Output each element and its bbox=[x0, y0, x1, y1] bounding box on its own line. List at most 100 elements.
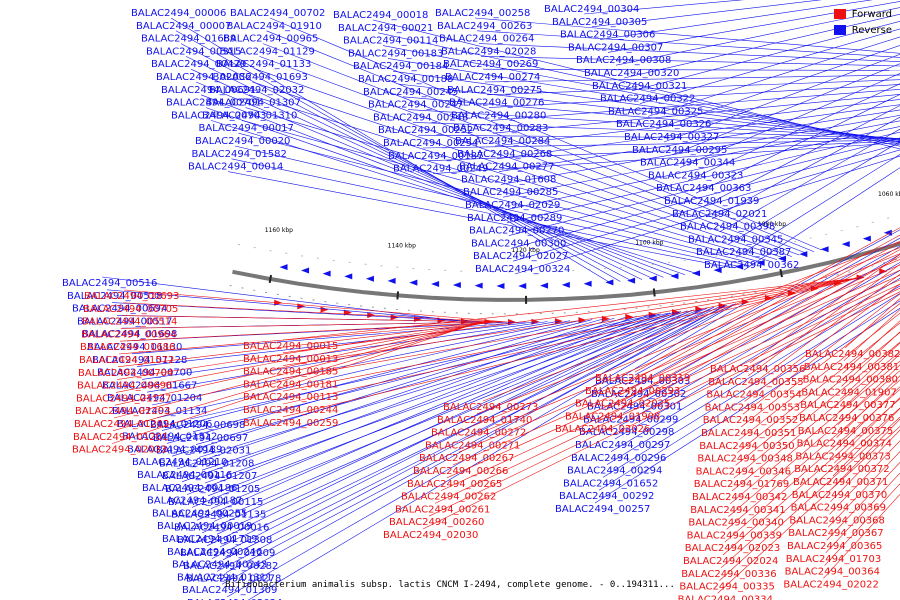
reverse-gene-label-leader bbox=[219, 305, 721, 548]
reverse-gene-label: BALAC2494_00275 bbox=[447, 85, 542, 96]
reverse-gene-label-leader bbox=[204, 310, 688, 484]
forward-gene-label: BALAC2494_01127 bbox=[76, 393, 171, 404]
reverse-gene-label: BALAC2494_00323 bbox=[648, 170, 743, 181]
reverse-gene-arrow bbox=[778, 255, 787, 262]
forward-gene-label-leader bbox=[282, 277, 858, 379]
reverse-gene-arrow bbox=[862, 235, 871, 242]
reverse-gene-label: BALAC2494_00305 bbox=[552, 17, 647, 28]
reverse-gene-label-leader bbox=[186, 314, 648, 495]
reverse-gene-label-leader bbox=[626, 245, 900, 401]
forward-gene-label: BALAC2494_00340 bbox=[688, 518, 783, 529]
reverse-gene-label-leader bbox=[397, 83, 900, 140]
reverse-gene-label-leader bbox=[504, 126, 900, 211]
reverse-gene-arrow bbox=[322, 270, 331, 277]
reverse-gene-label-leader bbox=[599, 0, 873, 40]
forward-gene-label: BALAC2494_00372 bbox=[794, 464, 889, 475]
reverse-gene-label-leader bbox=[171, 317, 615, 457]
reverse-gene-label: BALAC2494_00362 bbox=[704, 260, 799, 271]
legend-forward-label: Forward bbox=[851, 8, 892, 20]
scale-label: 1140 kbp bbox=[388, 243, 416, 250]
forward-gene-label: BALAC2494_00342 bbox=[692, 492, 787, 503]
reverse-gene-label: BALAC2494_00363 bbox=[656, 183, 751, 194]
forward-gene-label: BALAC2494_00352 bbox=[703, 415, 798, 426]
outer-dotted-track bbox=[229, 257, 900, 315]
reverse-gene-label: BALAC2494_00324 bbox=[475, 264, 570, 275]
reverse-gene-label-leader bbox=[216, 306, 715, 535]
forward-gene-label: BALAC2494_00348 bbox=[697, 454, 792, 465]
reverse-gene-label-leader bbox=[146, 320, 559, 393]
forward-gene-label: BALAC2494_02024 bbox=[683, 556, 778, 567]
reverse-gene-label-leader bbox=[630, 237, 900, 389]
scale-label: 1060 kbp bbox=[878, 191, 900, 198]
reverse-gene-label: BALAC2494_00278 bbox=[186, 574, 281, 585]
legend-reverse-label: Reverse bbox=[851, 24, 892, 36]
reverse-gene-label: BALAC2494_01205 bbox=[165, 484, 260, 495]
reverse-gene-label-leader bbox=[498, 109, 900, 172]
forward-gene-label: BALAC2494_01201 bbox=[73, 432, 168, 443]
forward-gene-label: BALAC2494_00259 bbox=[243, 418, 338, 429]
forward-gene-label: BALAC2494_00364 bbox=[785, 567, 880, 578]
reverse-gene-label: BALAC2494_01582 bbox=[192, 149, 287, 160]
reverse-gene-label-leader bbox=[703, 105, 900, 207]
reverse-gene-arrow bbox=[474, 282, 483, 289]
forward-gene-label: BALAC2494_00350 bbox=[699, 441, 794, 452]
forward-gene-label-leader bbox=[123, 289, 508, 323]
reverse-gene-arrow bbox=[583, 280, 592, 287]
reverse-gene-label: BALAC2494_00016 bbox=[174, 522, 269, 533]
reverse-gene-label: BALAC2494_00306 bbox=[560, 30, 655, 41]
reverse-gene-label-leader bbox=[622, 254, 900, 414]
reverse-gene-label-leader bbox=[201, 311, 681, 471]
reverse-gene-label-leader bbox=[222, 304, 728, 561]
reverse-gene-label-leader bbox=[198, 312, 675, 458]
scale-label: 1080 kbp bbox=[758, 221, 786, 228]
forward-gene-label-leader bbox=[120, 321, 502, 329]
forward-gene-label-leader bbox=[428, 287, 900, 517]
reverse-gene-label-leader bbox=[201, 311, 681, 534]
forward-gene-label: BALAC2494_00693 bbox=[84, 291, 179, 302]
forward-gene-label-leader bbox=[117, 321, 495, 368]
forward-gene-label: BALAC2494_00367 bbox=[788, 528, 883, 539]
forward-gene-label-leader bbox=[111, 321, 482, 444]
forward-swatch bbox=[833, 9, 846, 19]
forward-gene-label-leader bbox=[733, 341, 900, 479]
forward-gene-label-leader bbox=[458, 264, 900, 453]
reverse-gene-label-leader bbox=[494, 99, 900, 147]
reverse-gene-label: BALAC2494_00703 bbox=[171, 110, 266, 121]
forward-gene-label-leader bbox=[470, 253, 900, 427]
reverse-gene-label: BALAC2494_01206 bbox=[117, 419, 212, 430]
reverse-gene-label: BALAC2494_00252 bbox=[378, 125, 473, 136]
reverse-gene-label-leader bbox=[196, 312, 670, 521]
forward-gene-label: BALAC2494_01908 bbox=[565, 411, 660, 422]
reverse-gene-label-leader bbox=[111, 302, 482, 323]
reverse-gene-label-leader bbox=[474, 17, 900, 54]
reverse-gene-label-leader bbox=[234, 145, 748, 266]
reverse-gene-label-leader bbox=[175, 30, 621, 282]
reverse-gene-label: BALAC2494_01207 bbox=[162, 471, 257, 482]
forward-gene-label-leader bbox=[726, 379, 900, 530]
reverse-gene-label: BALAC2494_00277 bbox=[459, 162, 554, 173]
forward-gene-label: BALAC2494_00514 bbox=[82, 317, 177, 328]
reverse-gene-label: BALAC2494_00258 bbox=[435, 8, 530, 19]
reverse-gene-label-leader bbox=[238, 132, 755, 265]
forward-gene-label: BALAC2494_00346 bbox=[696, 466, 791, 477]
reverse-gene-arrow bbox=[561, 281, 570, 288]
forward-gene-label: BALAC2494_00380 bbox=[803, 375, 898, 386]
forward-gene-label-leader bbox=[740, 303, 900, 428]
reverse-gene-label-leader bbox=[185, 56, 643, 280]
reverse-gene-label-leader bbox=[181, 315, 637, 483]
reverse-gene-label-leader bbox=[205, 107, 686, 276]
forward-gene-label: BALAC2494_01703 bbox=[786, 554, 881, 565]
forward-gene-label: BALAC2494_00355 bbox=[708, 377, 803, 388]
reverse-gene-label: BALAC2494_00019 bbox=[157, 521, 252, 532]
forward-gene-label-leader bbox=[121, 315, 504, 323]
reverse-gene-arrow bbox=[387, 277, 396, 284]
reverse-gene-label-leader bbox=[486, 79, 900, 96]
forward-gene-label: BALAC2494_01769 bbox=[694, 479, 789, 490]
reverse-gene-label-leader bbox=[189, 314, 655, 420]
reverse-gene-label: BALAC2494_01129 bbox=[220, 46, 315, 57]
reverse-gene-label: BALAC2494_00299 bbox=[583, 414, 678, 425]
reverse-gene-label-leader bbox=[226, 303, 737, 598]
reverse-gene-label-leader bbox=[639, 28, 900, 104]
reverse-gene-label: BALAC2494_00270 bbox=[469, 226, 564, 237]
